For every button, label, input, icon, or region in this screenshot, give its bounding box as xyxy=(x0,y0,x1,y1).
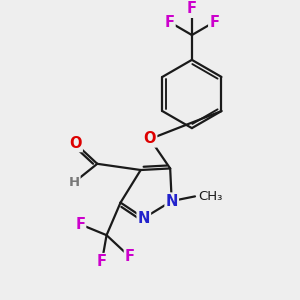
Text: H: H xyxy=(68,176,80,189)
Text: N: N xyxy=(166,194,178,208)
Text: CH₃: CH₃ xyxy=(198,190,223,203)
Text: F: F xyxy=(209,14,219,29)
Text: O: O xyxy=(69,136,82,151)
Text: F: F xyxy=(187,1,197,16)
Text: F: F xyxy=(164,14,175,29)
Text: F: F xyxy=(75,217,85,232)
Text: O: O xyxy=(144,131,156,146)
Text: F: F xyxy=(97,254,107,269)
Text: N: N xyxy=(138,211,150,226)
Text: F: F xyxy=(125,249,135,264)
